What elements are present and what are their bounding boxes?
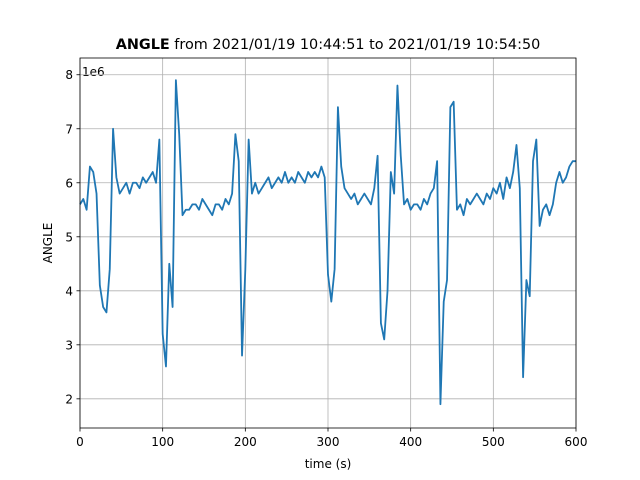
- plot-area: 0 100 200 300 400 500 600 2 3 4 5 6 7 8: [65, 57, 588, 449]
- x-tick-label: 300: [317, 435, 340, 449]
- x-axis-label: time (s): [305, 457, 352, 471]
- y-tick-label: 2: [65, 392, 73, 406]
- x-tick-label: 100: [151, 435, 174, 449]
- x-tick-label: 200: [234, 435, 257, 449]
- y-tick-label: 6: [65, 176, 73, 190]
- y-tick-label: 4: [65, 284, 73, 298]
- y-tick-label: 5: [65, 230, 73, 244]
- axes-frame: [79, 57, 577, 429]
- y-tick-label: 8: [65, 68, 73, 82]
- x-tick-label: 600: [565, 435, 588, 449]
- title-bold: ANGLE: [116, 37, 170, 53]
- x-tick-label: 0: [76, 435, 84, 449]
- y-offset-label: 1e6: [82, 65, 105, 79]
- chart-title: ANGLE from 2021/01/19 10:44:51 to 2021/0…: [116, 37, 541, 53]
- y-axis-label: ANGLE: [41, 223, 55, 264]
- y-tick-label: 7: [65, 122, 73, 136]
- y-tick-label: 3: [65, 338, 73, 352]
- x-tick-label: 500: [482, 435, 505, 449]
- data-line: [79, 79, 576, 406]
- x-tick-label: 400: [399, 435, 422, 449]
- title-text: from 2021/01/19 10:44:51 to 2021/01/19 1…: [174, 37, 540, 53]
